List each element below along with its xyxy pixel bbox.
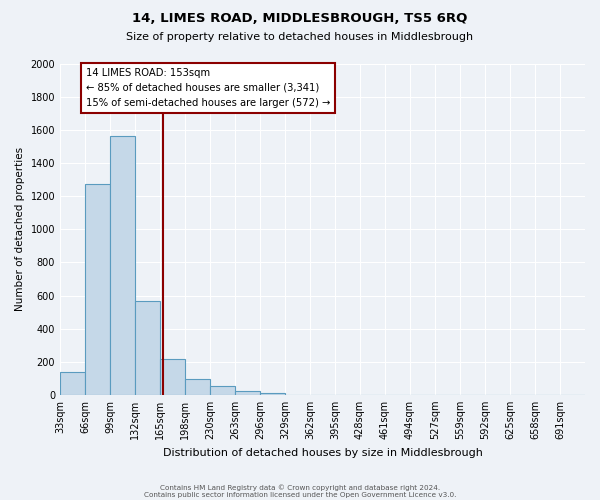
- Bar: [135, 300, 160, 395]
- Text: Contains public sector information licensed under the Open Government Licence v3: Contains public sector information licen…: [144, 492, 456, 498]
- Bar: [60, 372, 85, 395]
- Bar: [85, 184, 110, 395]
- Y-axis label: Number of detached properties: Number of detached properties: [15, 148, 25, 312]
- Text: 14 LIMES ROAD: 153sqm
← 85% of detached houses are smaller (3,341)
15% of semi-d: 14 LIMES ROAD: 153sqm ← 85% of detached …: [86, 68, 330, 108]
- Text: Contains HM Land Registry data © Crown copyright and database right 2024.: Contains HM Land Registry data © Crown c…: [160, 484, 440, 491]
- Text: 14, LIMES ROAD, MIDDLESBROUGH, TS5 6RQ: 14, LIMES ROAD, MIDDLESBROUGH, TS5 6RQ: [133, 12, 467, 26]
- X-axis label: Distribution of detached houses by size in Middlesbrough: Distribution of detached houses by size …: [163, 448, 482, 458]
- Bar: [260, 393, 285, 395]
- Bar: [110, 136, 135, 395]
- Bar: [185, 379, 210, 395]
- Text: Size of property relative to detached houses in Middlesbrough: Size of property relative to detached ho…: [127, 32, 473, 42]
- Bar: [235, 390, 260, 395]
- Bar: [160, 359, 185, 395]
- Bar: [210, 386, 235, 395]
